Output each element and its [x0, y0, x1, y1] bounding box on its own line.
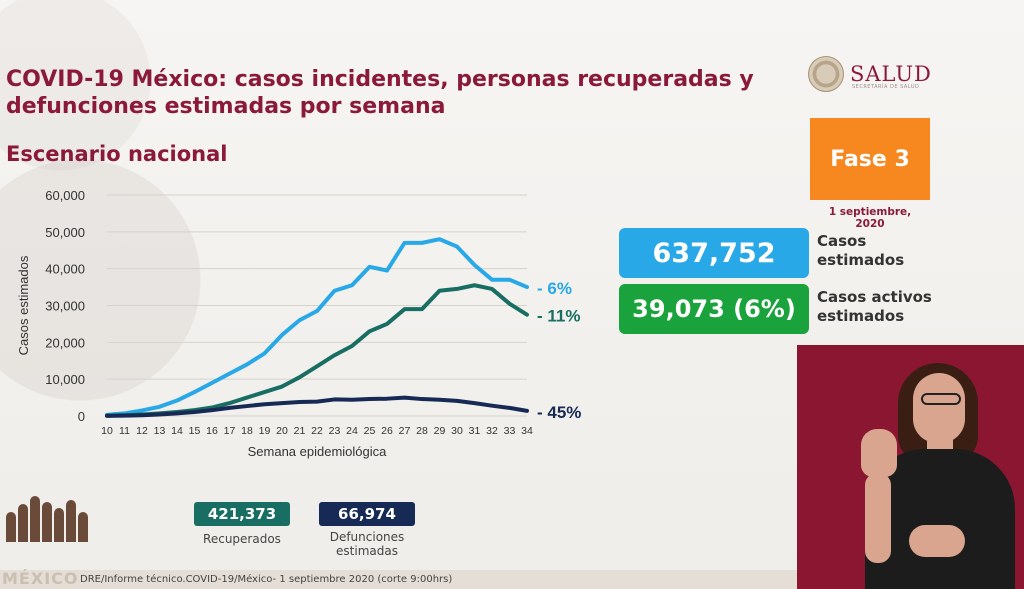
x-tick-label: 22 [311, 425, 323, 437]
x-tick-label: 27 [399, 425, 411, 437]
casos-activos-value: 39,073 (6%) [619, 284, 809, 334]
casos-estimados-value: 637,752 [619, 228, 809, 278]
x-tick-label: 10 [101, 425, 113, 437]
line-chart: 0 10,000 20,000 30,000 40,000 50,000 60,000 10 1… [16, 188, 581, 459]
x-tick-label: 11 [119, 425, 130, 437]
interpreter-hand-lower [909, 525, 965, 557]
heroes-illustration [6, 494, 90, 542]
series-line-defunciones [105, 395, 529, 418]
slide-title: COVID-19 México: casos incidentes, perso… [6, 67, 754, 119]
x-tick-label: 18 [241, 425, 253, 437]
casos-estimados-label: Casos estimados [817, 232, 905, 269]
x-tick-label: 34 [521, 425, 533, 437]
x-tick-label: 29 [434, 425, 446, 437]
x-tick-label: 16 [206, 425, 218, 437]
fase-badge: Fase 3 [810, 118, 930, 200]
x-tick-label: 30 [451, 425, 463, 437]
slide-subtitle: Escenario nacional [6, 142, 228, 166]
interpreter-arm [865, 473, 891, 563]
salud-logo-subtext: SECRETARÍA DE SALUD [852, 84, 920, 90]
x-tick-label: 20 [276, 425, 288, 437]
interpreter-head [913, 373, 965, 443]
x-tick-label: 26 [381, 425, 393, 437]
y-tick-label: 50,000 [45, 225, 85, 240]
seal-icon [808, 56, 844, 92]
x-tick-label: 23 [329, 425, 341, 437]
x-tick-label: 31 [469, 425, 481, 437]
casos-activos-label: Casos activos estimados [817, 288, 932, 325]
x-tick-label: 12 [136, 425, 148, 437]
y-tick-label: 60,000 [45, 188, 85, 203]
footer-source: DRE/Informe técnico.COVID-19/México- 1 s… [80, 574, 453, 585]
y-tick-label: 40,000 [45, 262, 85, 277]
x-tick-label: 19 [259, 425, 271, 437]
series-end-label-casos: - 6% [537, 279, 572, 298]
salud-logo: SALUD SECRETARÍA DE SALUD [808, 54, 968, 94]
salud-logo-text: SALUD [850, 62, 932, 86]
x-tick-label: 13 [154, 425, 166, 437]
x-axis-label: Semana epidemiológica [248, 444, 388, 459]
y-axis-label: Casos estimados [16, 255, 31, 355]
series-end-label-recuperados: - 11% [537, 307, 580, 326]
x-tick-label: 33 [504, 425, 516, 437]
x-tick-label: 14 [171, 425, 183, 437]
interpreter-hand-raised [861, 429, 897, 477]
y-tick-label: 10,000 [45, 372, 85, 387]
x-tick-label: 28 [416, 425, 428, 437]
x-tick-label: 21 [294, 425, 306, 437]
x-tick-label: 32 [486, 425, 498, 437]
y-tick-label: 20,000 [45, 335, 85, 350]
defunciones-label: Defunciones estimadas [329, 530, 405, 558]
recuperados-label: Recuperados [203, 532, 281, 546]
sign-language-interpreter [797, 345, 1024, 589]
x-tick-label: 15 [189, 425, 201, 437]
defunciones-value: 66,974 [319, 502, 415, 526]
report-date: 1 septiembre, 2020 [828, 206, 912, 230]
y-tick-label: 30,000 [45, 299, 85, 314]
footer-bar [0, 570, 800, 589]
footer-logo: MÉXICO [2, 569, 79, 588]
glasses-icon [921, 393, 961, 405]
x-tick-label: 17 [224, 425, 236, 437]
y-tick-label: 0 [78, 409, 85, 424]
series-line-recuperados [105, 283, 529, 418]
series-end-label-defunciones: - 45% [537, 403, 581, 422]
x-tick-label: 25 [364, 425, 376, 437]
recuperados-value: 421,373 [194, 502, 290, 526]
series-line-casos [105, 237, 529, 417]
x-tick-label: 24 [346, 425, 358, 437]
